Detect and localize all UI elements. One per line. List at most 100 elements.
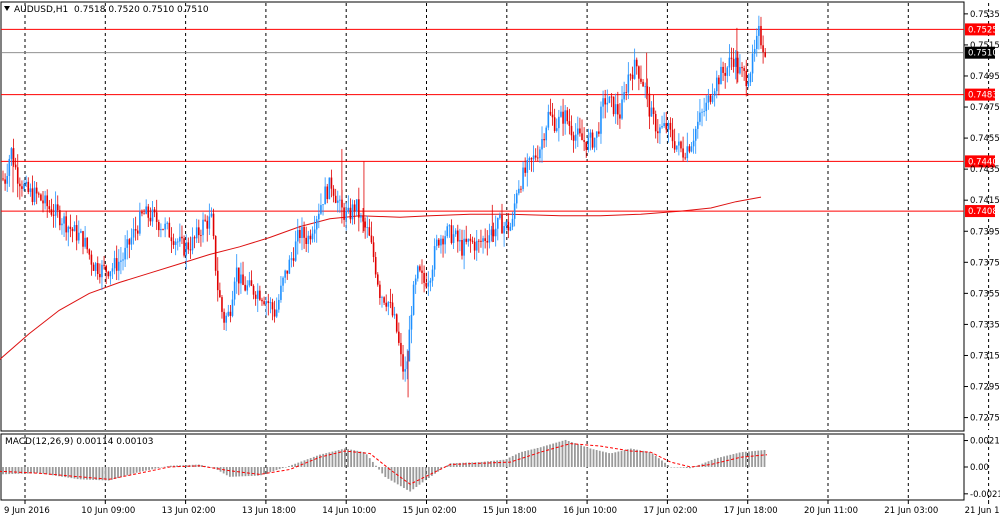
candle-down-body [242, 274, 244, 285]
candle-up-body [284, 270, 286, 278]
candle-up-body [29, 188, 32, 192]
macd-histogram-bar [732, 454, 735, 467]
candle-down-body [214, 235, 217, 271]
candle-down-body [50, 209, 53, 215]
candle-up-body [496, 217, 499, 229]
macd-histogram-bar [421, 467, 424, 483]
candle-down-body [27, 181, 30, 192]
macd-histogram-bar [269, 467, 272, 473]
macd-histogram-bar [527, 450, 530, 467]
x-tick-label: 10 Jun 09:00 [81, 506, 135, 516]
macd-histogram-bar [518, 452, 520, 467]
macd-histogram-bar [536, 447, 539, 467]
macd-histogram-bar [685, 467, 688, 468]
macd-histogram-bar [741, 452, 744, 467]
macd-histogram-bar [418, 467, 421, 485]
candle-down-body [223, 311, 225, 323]
macd-histogram-bar [17, 467, 20, 474]
macd-histogram-bar [403, 467, 405, 489]
macd-histogram-bar [446, 465, 449, 467]
candle-down-body [629, 74, 632, 76]
candle-down-body [372, 242, 375, 257]
candle-up-body [459, 240, 461, 242]
candle-down-body [760, 25, 762, 46]
macd-histogram-bar [219, 467, 222, 472]
candle-up-body [431, 269, 434, 281]
macd-histogram-bar [123, 467, 126, 477]
macd-histogram-bar [670, 467, 673, 468]
candle-up-body [720, 66, 722, 85]
x-tick-label: 15 Jun 18:00 [483, 506, 537, 516]
candle-down-body [450, 225, 453, 243]
candle-down-body [688, 146, 691, 152]
macd-histogram-bar [356, 450, 359, 467]
macd-histogram-bar [39, 467, 42, 474]
candle-up-body [547, 111, 550, 128]
candle-down-body [267, 301, 270, 303]
candle-down-body [14, 164, 17, 168]
candle-down-body [52, 214, 55, 216]
candle-down-body [764, 52, 766, 57]
macd-histogram-bar [744, 451, 747, 467]
candle-up-body [67, 226, 70, 233]
macd-histogram-bar [288, 466, 290, 467]
candle-up-body [587, 137, 590, 150]
candle-down-body [524, 167, 526, 173]
candle-up-body [225, 315, 227, 323]
candle-up-body [120, 260, 122, 262]
macd-histogram-bar [166, 466, 169, 467]
macd-histogram-bar [735, 453, 738, 467]
price-level-label: 0.7440 [968, 157, 998, 167]
dropdown-triangle-icon[interactable] [4, 6, 10, 11]
candle-up-body [164, 223, 166, 230]
current-price-tag [965, 46, 995, 59]
candle-up-body [505, 221, 508, 227]
candle-up-body [697, 121, 699, 129]
macd-histogram-bar [213, 467, 216, 469]
macd-histogram-bar [163, 466, 166, 468]
candle-down-body [250, 280, 253, 286]
x-tick-label: 13 Jun 02:00 [162, 506, 216, 516]
candle-down-body [299, 230, 301, 239]
candle-down-body [598, 131, 600, 134]
x-tick-label: 13 Jun 18:00 [242, 506, 296, 516]
candle-up-body [63, 216, 65, 224]
candle-up-body [122, 259, 124, 261]
macd-histogram-bar [120, 467, 123, 478]
macd-histogram-bar [462, 462, 464, 467]
candle-down-body [391, 302, 394, 316]
macd-histogram-bar [605, 452, 607, 467]
candle-up-body [621, 99, 623, 119]
candle-down-body [657, 131, 659, 134]
candle-up-body [111, 268, 114, 272]
macd-histogram-bar [228, 467, 231, 477]
candle-down-body [732, 58, 735, 67]
macd-histogram-bar [549, 444, 551, 467]
macd-histogram-bar [260, 467, 262, 476]
macd-histogram-bar [303, 460, 306, 467]
candle-down-body [652, 107, 655, 115]
candle-down-body [762, 45, 764, 53]
macd-histogram-bar [359, 451, 362, 467]
candle-up-body [320, 205, 322, 214]
price-level-tag [965, 155, 995, 168]
macd-histogram-bar [561, 440, 564, 467]
candle-down-body [46, 195, 49, 207]
price-level-tag [965, 88, 995, 101]
y-tick-label: 0.7315 [970, 351, 1000, 361]
candle-up-body [678, 141, 680, 146]
candle-up-body [290, 258, 293, 260]
y-tick-label: 0.7275 [970, 414, 1000, 424]
candle-up-body [589, 132, 592, 138]
candle-up-body [23, 183, 25, 189]
macd-histogram-bar [592, 449, 595, 467]
macd-histogram-bar [64, 467, 67, 478]
candle-down-body [604, 98, 606, 105]
macd-histogram-bar [458, 462, 461, 467]
candle-down-body [537, 157, 539, 159]
macd-histogram-bar [319, 454, 321, 467]
macd-histogram-bar [278, 467, 281, 470]
candle-up-body [699, 112, 701, 122]
